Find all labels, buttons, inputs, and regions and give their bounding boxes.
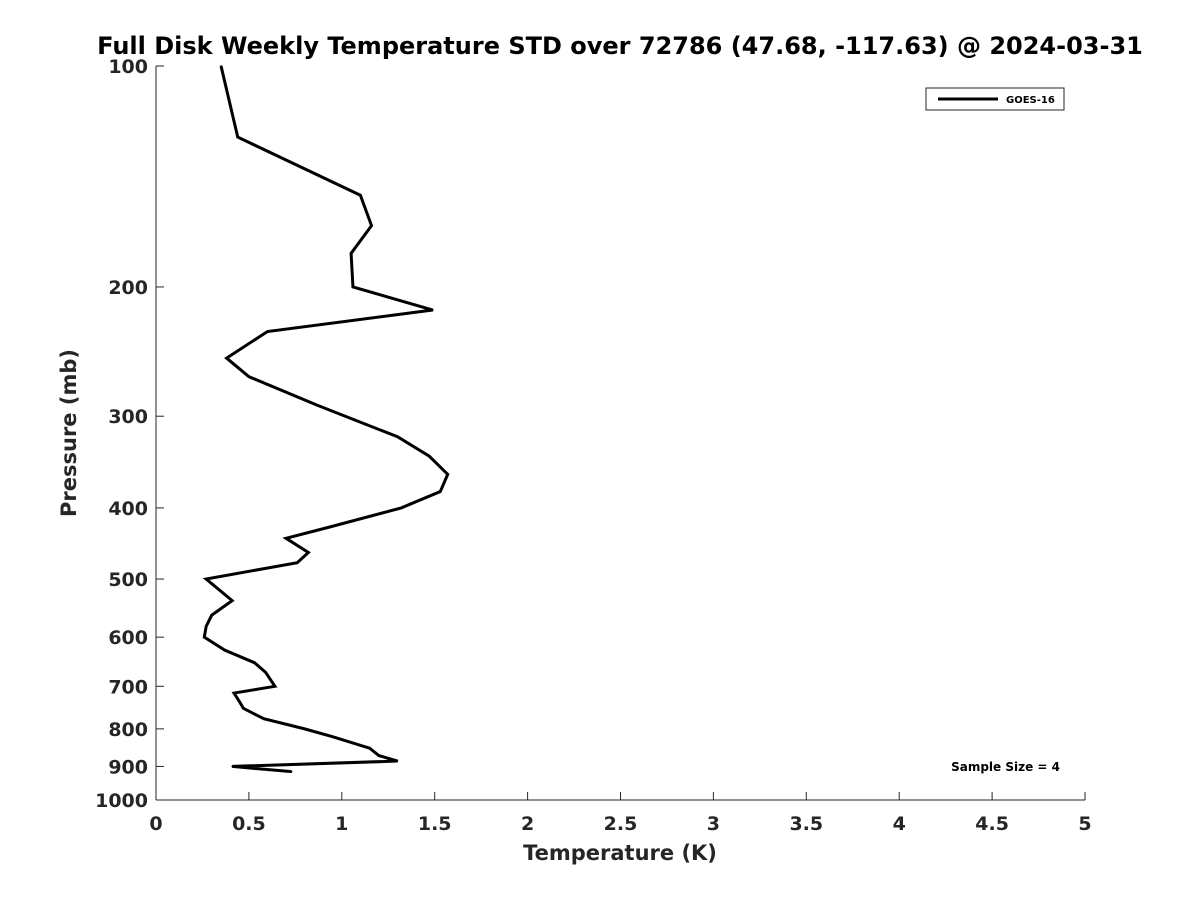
data-point (262, 717, 265, 720)
x-tick-label: 5 (1078, 813, 1091, 835)
data-point (370, 224, 373, 227)
data-point (378, 754, 380, 757)
data-point (396, 760, 399, 762)
series-line-goes-16 (202, 65, 450, 774)
y-tick-label: 700 (108, 676, 148, 698)
y-tick-label: 100 (108, 56, 148, 78)
data-point (446, 473, 449, 476)
data-point (285, 537, 287, 540)
data-point (205, 625, 207, 628)
data-point (205, 578, 207, 580)
data-point (264, 671, 267, 674)
series-group (202, 65, 450, 774)
data-point (210, 614, 213, 616)
chart-title: Full Disk Weekly Temperature STD over 72… (97, 32, 1143, 60)
legend: GOES-16 (925, 87, 1065, 111)
x-tick-label: 2 (521, 813, 534, 835)
data-point (307, 551, 310, 554)
data-point (290, 770, 293, 773)
y-tick-label: 800 (108, 719, 148, 741)
x-tick-label: 3.5 (789, 813, 823, 835)
data-point (439, 490, 442, 493)
data-point (253, 661, 256, 664)
data-point (432, 309, 434, 311)
series-points (203, 65, 449, 773)
data-point (303, 728, 306, 730)
data-point (231, 765, 233, 768)
data-point (350, 252, 352, 255)
x-tick-label: 4.5 (975, 813, 1009, 835)
legend-label-goes16: GOES-16 (1006, 95, 1055, 106)
data-point (352, 286, 354, 288)
data-point (238, 701, 241, 703)
data-point (368, 747, 371, 749)
y-tick-label: 200 (108, 277, 148, 299)
data-point (327, 526, 330, 529)
data-point (236, 136, 239, 138)
data-point (220, 65, 222, 67)
data-point (223, 649, 226, 651)
y-tick-label: 500 (108, 569, 148, 591)
data-point (316, 404, 319, 407)
data-point (428, 455, 430, 457)
x-tick-label: 4 (893, 813, 906, 835)
y-tick-label: 1000 (95, 790, 148, 812)
y-tick-label: 300 (108, 406, 148, 428)
x-axis-ticks: 0 0.5 1 1.5 2 2.5 3 3.5 4 4.5 5 (149, 792, 1092, 835)
data-point (400, 507, 403, 509)
chart-axes (155, 66, 1085, 801)
data-point (296, 561, 299, 564)
x-tick-label: 1.5 (418, 813, 452, 835)
y-tick-label: 900 (108, 756, 148, 778)
x-axis-label: Temperature (K) (523, 841, 717, 865)
data-point (331, 735, 334, 738)
data-point (242, 707, 245, 710)
data-point (225, 357, 228, 359)
y-tick-label: 600 (108, 627, 148, 649)
y-axis-ticks: 100 200 300 400 500 600 700 800 900 1000 (95, 56, 164, 812)
y-tick-label: 400 (108, 498, 148, 520)
x-tick-label: 3 (707, 813, 720, 835)
data-point (203, 636, 206, 638)
x-tick-label: 0 (149, 813, 162, 835)
sample-size-annotation: Sample Size = 4 (951, 760, 1060, 774)
data-point (248, 375, 250, 378)
data-point (266, 330, 269, 333)
x-tick-label: 0.5 (232, 813, 266, 835)
data-point (359, 194, 362, 197)
data-point (231, 599, 233, 602)
data-point (233, 692, 235, 694)
x-tick-label: 1 (335, 813, 348, 835)
data-point (396, 435, 399, 438)
y-axis-label: Pressure (mb) (57, 349, 81, 517)
data-point (274, 685, 276, 688)
x-tick-label: 2.5 (604, 813, 638, 835)
